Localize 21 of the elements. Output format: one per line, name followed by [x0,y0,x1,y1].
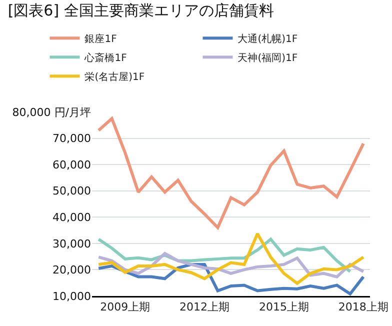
y-tick-label: 20,000 [52,264,91,277]
line-series [97,232,365,285]
y-tick-label: 40,000 [52,210,91,224]
y-tick-label: 30,000 [52,237,91,250]
chart-title: [図表6] 全国主要商業エリアの店舗賃料 [8,1,274,20]
legend-label: 大通(札幌)1F [238,33,298,46]
x-tick-label: 2015上期 [258,300,309,314]
y-tick-label: 10,000 [52,290,91,303]
x-tick-label: 2018上期 [338,300,388,314]
y-tick-label: 60,000 [52,158,91,172]
legend-label: 心斎橋1F [84,52,128,64]
x-tick-label: 2012上期 [180,300,230,314]
line-series [97,262,365,296]
y-tick-label: 70,000 [52,132,91,146]
x-tick-label: 2009上期 [100,300,150,314]
legend-label: 栄(名古屋)1F [84,71,145,84]
y-tick-label: 50,000 [52,184,91,198]
legend-label: 天神(福岡)1F [238,52,298,64]
legend-label: 銀座1F [84,33,118,46]
line-series [97,117,365,230]
y-tick-label: 80,000 円/月坪 [12,106,91,119]
